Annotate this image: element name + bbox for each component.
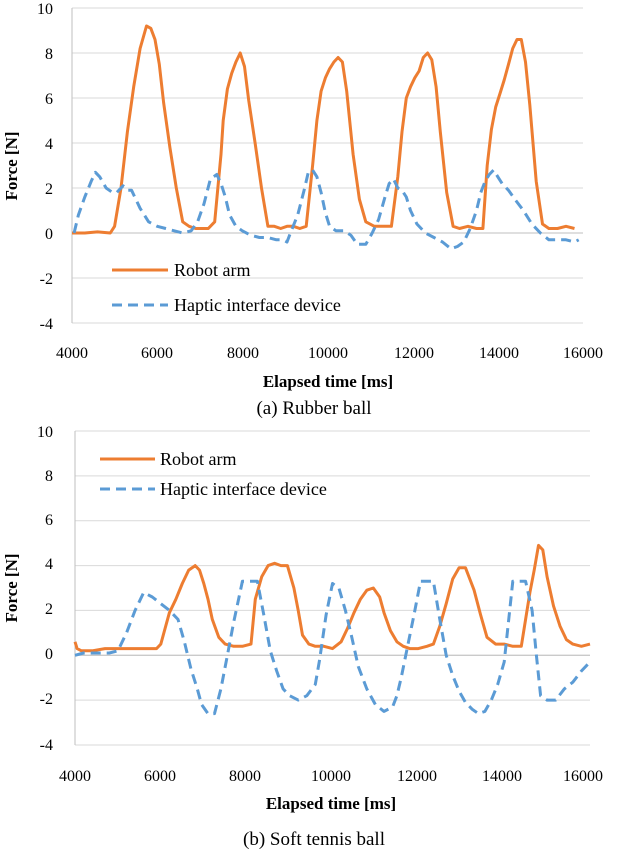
x-tick-label: 4000 [56,345,88,362]
series-line-robot-arm [72,24,575,235]
chart-a-x-ticks: 4000 6000 8000 10000 12000 14000 16000 [56,345,603,362]
chart-a-caption: (a) Rubber ball [256,398,371,419]
legend-label-robot-arm: Robot arm [174,260,251,280]
series-line-haptic-interface-device [72,168,580,251]
x-tick-label: 8000 [229,768,261,785]
y-tick-label: -2 [40,691,53,708]
chart-b-zero-axis [74,431,590,745]
y-tick-label: 0 [45,646,53,663]
chart-b-legend: Robot arm Haptic interface device [100,449,327,499]
y-tick-label: 6 [45,91,53,108]
chart-b-gridlines [75,430,590,746]
chart-b-y-axis-title: Force [N] [2,553,21,622]
chart-b-y-ticks: 10 8 6 4 2 0 -2 -4 [37,424,53,754]
x-tick-label: 12000 [397,768,437,785]
chart-a: 10 8 6 4 2 0 -2 -4 4000 6000 8000 10000 … [2,1,603,419]
x-tick-label: 10000 [308,345,348,362]
y-tick-label: 2 [45,601,53,618]
chart-b-x-axis-title: Elapsed time [ms] [266,794,396,813]
chart-a-legend: Robot arm Haptic interface device [112,260,341,315]
x-tick-label: 8000 [227,345,259,362]
y-tick-label: 10 [37,1,53,18]
y-tick-label: 4 [45,556,53,573]
y-tick-label: -2 [40,271,53,288]
x-tick-label: 14000 [482,768,522,785]
chart-a-gridlines [72,7,583,324]
chart-a-y-ticks: 10 8 6 4 2 0 -2 -4 [37,1,53,333]
x-tick-label: 16000 [563,768,603,785]
chart-b-series [73,543,592,716]
chart-b: 10 8 6 4 2 0 -2 -4 4000 6000 8000 10000 … [2,424,603,850]
y-tick-label: 8 [45,468,53,485]
series-line-robot-arm [73,543,591,653]
legend-label-haptic-device: Haptic interface device [160,479,327,499]
chart-b-x-ticks: 4000 6000 8000 10000 12000 14000 16000 [59,768,603,785]
y-tick-label: 4 [45,136,53,153]
y-tick-label: -4 [40,737,53,754]
legend-label-haptic-device: Haptic interface device [174,295,341,315]
x-tick-label: 10000 [311,768,351,785]
y-tick-label: -4 [40,316,53,333]
x-tick-label: 16000 [563,345,603,362]
chart-a-y-axis-title: Force [N] [2,131,21,200]
y-tick-label: 8 [45,46,53,63]
chart-a-series [72,24,580,251]
chart-b-caption: (b) Soft tennis ball [243,829,385,850]
x-tick-label: 12000 [394,345,434,362]
y-tick-label: 6 [45,512,53,529]
x-tick-label: 14000 [479,345,519,362]
chart-a-x-axis-title: Elapsed time [ms] [263,372,393,391]
y-tick-label: 10 [37,424,53,441]
series-line-haptic-interface-device [74,579,592,716]
x-tick-label: 6000 [144,768,176,785]
y-tick-label: 0 [45,226,53,243]
y-tick-label: 2 [45,181,53,198]
x-tick-label: 4000 [59,768,91,785]
legend-label-robot-arm: Robot arm [160,449,237,469]
chart-a-zero-axis [71,8,583,323]
x-tick-label: 6000 [141,345,173,362]
